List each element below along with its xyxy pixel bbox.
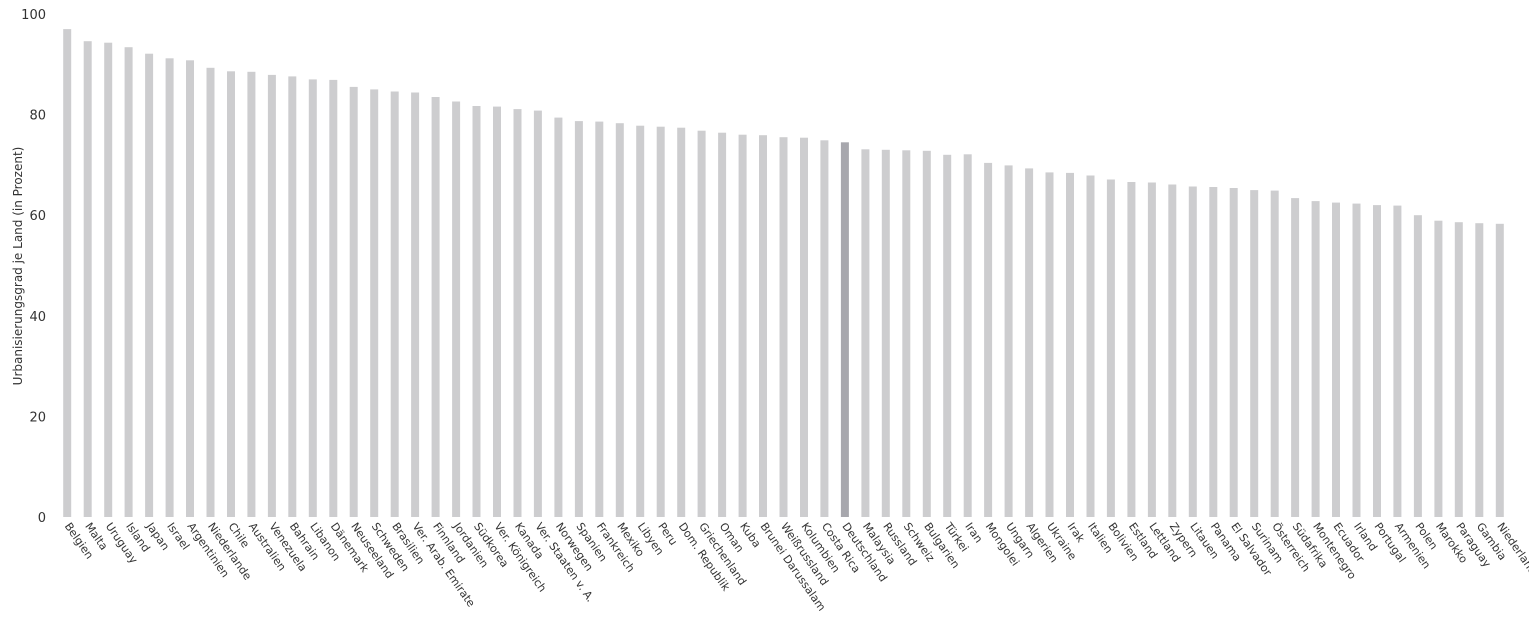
bar [431,97,440,517]
bar [861,149,870,518]
bar [1045,172,1054,517]
y-tick-label: 100 [21,8,46,23]
bar [1434,220,1443,517]
bar [1086,175,1095,517]
bar [984,162,993,517]
bar [963,154,972,518]
bar [411,92,420,517]
bar [308,79,317,518]
y-axis-label: Urbanisierungsgrad je Land (in Prozent) [11,147,25,386]
bar [1413,215,1422,517]
bar [677,127,686,517]
bar [104,42,113,517]
bar [227,71,235,518]
bar [636,125,645,517]
bar [247,71,256,518]
y-tick-label: 40 [29,310,46,325]
bar [1106,179,1115,517]
bar [1188,186,1197,517]
bar [1332,202,1340,517]
bar [83,41,92,517]
bar [943,154,952,518]
bar [370,89,379,518]
bar [1311,201,1320,517]
y-tick-label: 20 [29,410,46,425]
bar [1250,190,1259,517]
bar [738,134,747,517]
bar [1352,203,1361,517]
bar [1393,205,1402,517]
bar [288,76,297,518]
bar [165,58,174,518]
bar [493,106,501,517]
bar [922,150,931,518]
bar [820,140,829,518]
y-tick-label: 0 [38,511,46,526]
bar [1229,188,1238,517]
bar [1147,182,1156,517]
y-tick-label: 80 [29,109,46,124]
y-tick-label: 60 [29,209,46,224]
bar [390,91,399,517]
bar [1373,205,1381,517]
bar [145,53,154,517]
bar [1475,223,1484,517]
bar [718,132,727,517]
bar [595,121,604,517]
bar [697,130,706,517]
bar [1004,165,1013,517]
bar [574,121,583,517]
bar [513,109,522,517]
bar [472,106,481,517]
bar [1127,182,1136,517]
bar [840,142,849,518]
bar [1291,198,1300,517]
bar [1454,222,1463,517]
bar [329,79,338,518]
y-axis: 0 20 40 60 80 100 [21,8,46,526]
bar [452,101,461,517]
bars [63,29,1504,518]
bar [881,149,890,518]
bar [267,74,276,518]
bar [902,150,911,518]
bar [554,117,563,517]
bar [1270,190,1279,517]
bar [1066,172,1074,517]
bar [656,126,665,517]
bar [800,137,808,517]
bar [533,110,542,517]
bar [615,123,624,517]
bar [1025,168,1034,517]
bar [1168,184,1177,517]
bar [186,60,194,518]
bar [1209,187,1218,517]
bar [206,67,215,518]
category-labels: BelgienMaltaUruguayIslandJapanIsraelArge… [62,519,1529,613]
bar [1495,223,1504,518]
bar [124,47,133,517]
bar [779,137,788,517]
bar [759,135,767,517]
bar [63,29,72,517]
bar [349,86,358,518]
